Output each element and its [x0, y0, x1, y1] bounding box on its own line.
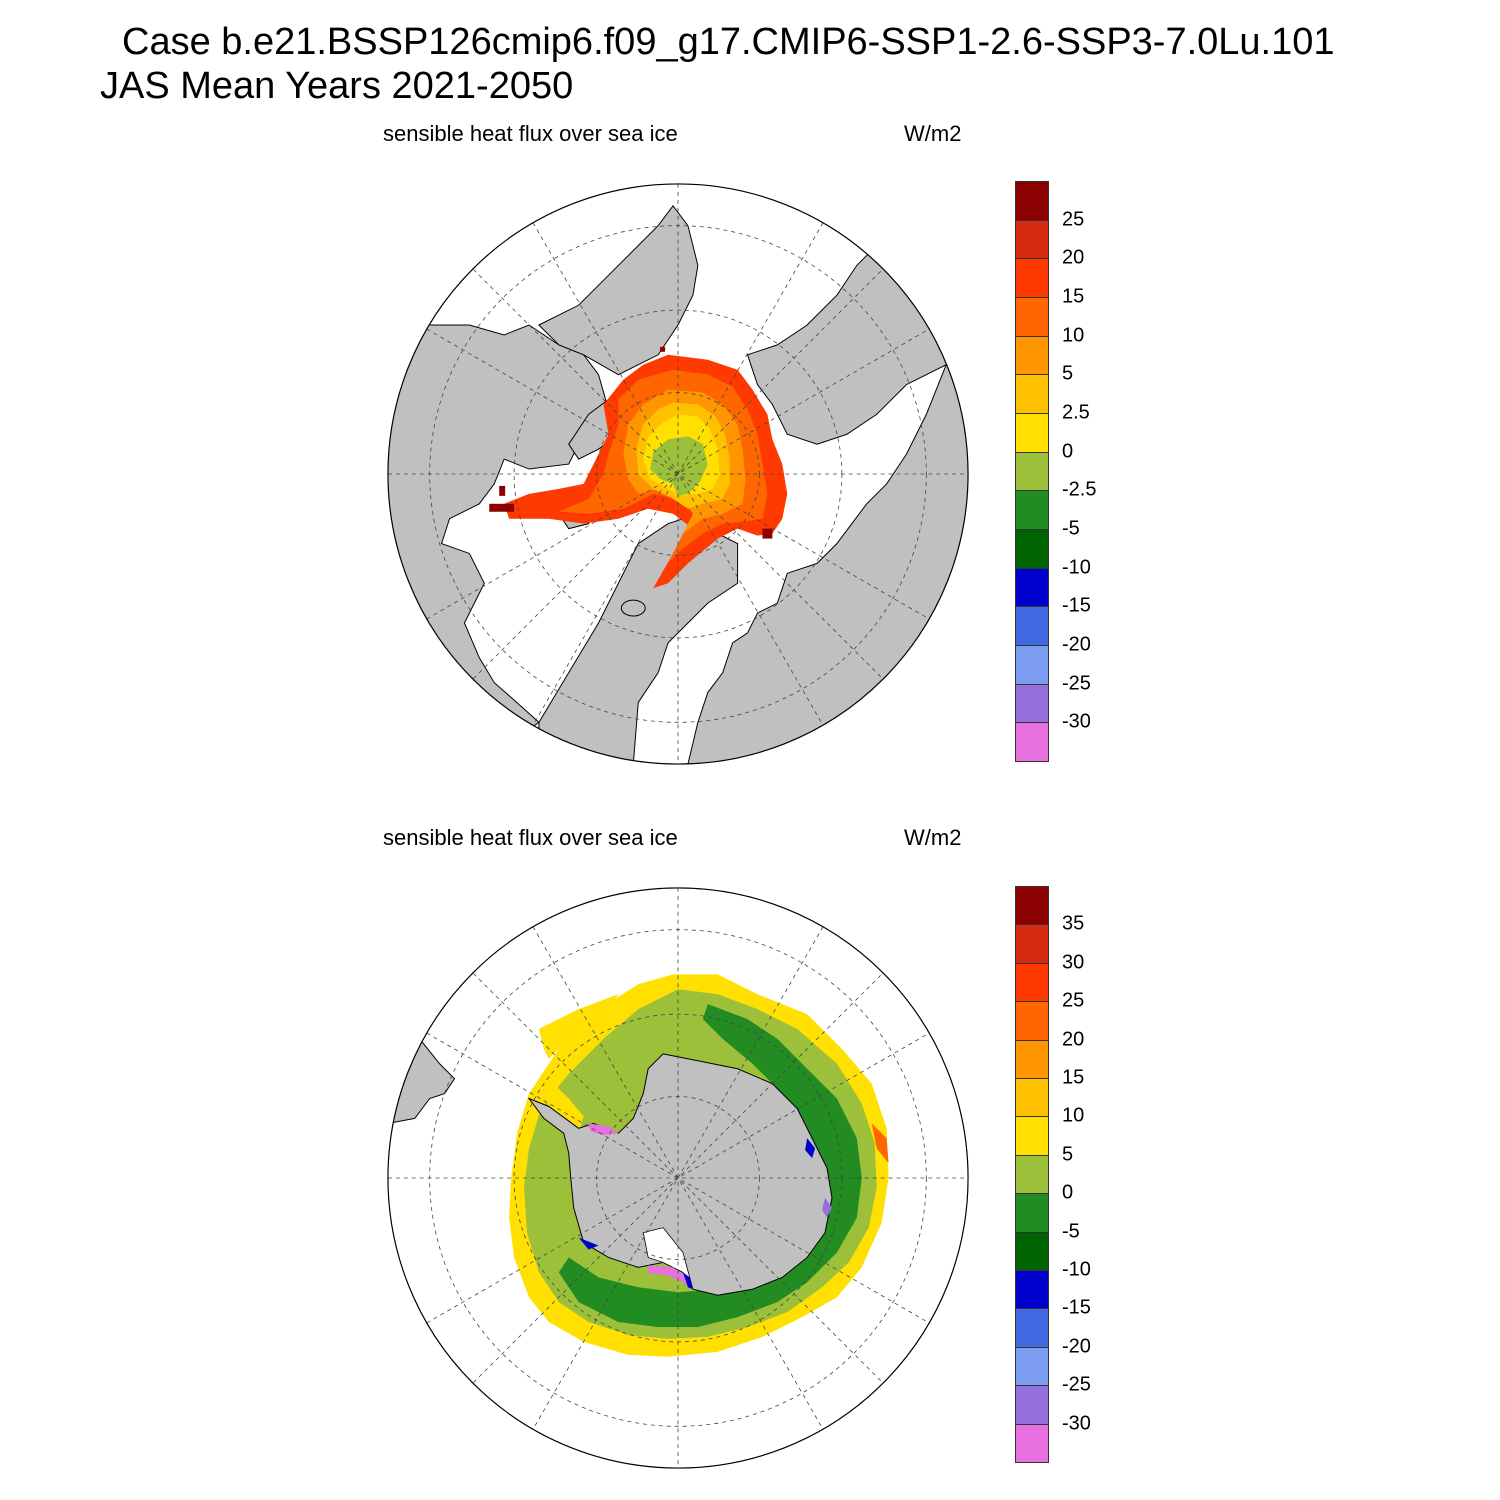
north-polar-map: [387, 183, 969, 765]
south-colorbar-swatch: [1015, 1385, 1049, 1425]
north-colorbar-label: 2.5: [1062, 401, 1090, 424]
north-colorbar-label: 25: [1062, 208, 1085, 231]
south-colorbar-label: -20: [1062, 1335, 1091, 1358]
north-colorbar-swatch: [1015, 451, 1049, 492]
figure-title-period: JAS Mean Years 2021-2050: [100, 65, 574, 107]
south-colorbar-label: 15: [1062, 1066, 1085, 1089]
north-colorbar-swatch: [1015, 219, 1049, 260]
north-ice-field: [489, 346, 788, 589]
south-colorbar-swatch: [1015, 1116, 1049, 1156]
south-colorbar-label: 0: [1062, 1181, 1074, 1204]
north-panel-title: sensible heat flux over sea ice: [383, 121, 678, 146]
south-colorbar-swatch: [1015, 1039, 1049, 1079]
north-colorbar-swatch: [1015, 374, 1049, 414]
south-colorbar-label: 25: [1062, 989, 1085, 1012]
south-colorbar-label: -25: [1062, 1373, 1091, 1396]
north-colorbar-swatch: [1015, 645, 1049, 685]
south-colorbar-label: 5: [1062, 1143, 1074, 1166]
north-colorbar-label: -10: [1062, 556, 1091, 579]
south-colorbar-label: 35: [1062, 912, 1085, 935]
south-colorbar-swatch: [1015, 1193, 1049, 1233]
north-panel-units: W/m2: [904, 121, 962, 146]
antarctica-land: [527, 1053, 833, 1296]
south-panel-units: W/m2: [904, 825, 962, 850]
south-colorbar-swatch: [1015, 1078, 1049, 1118]
north-colorbar-swatch: [1015, 413, 1049, 453]
north-colorbar-swatch: [1015, 181, 1049, 221]
south-graticule: [387, 887, 969, 1469]
north-colorbar-label: -30: [1062, 710, 1091, 733]
south-colorbar-swatch: [1015, 1154, 1049, 1195]
north-colorbar-swatch: [1015, 567, 1049, 608]
north-colorbar-label: 20: [1062, 246, 1085, 269]
north-colorbar-swatch: [1015, 335, 1049, 376]
south-colorbar-swatch: [1015, 1001, 1049, 1041]
north-colorbar-swatch: [1015, 683, 1049, 724]
south-colorbar-swatch: [1015, 1346, 1049, 1387]
south-colorbar-swatch: [1015, 1270, 1049, 1310]
north-colorbar-label: -25: [1062, 672, 1091, 695]
south-colorbar-swatch: [1015, 1423, 1049, 1463]
north-colorbar-swatch: [1015, 258, 1049, 298]
north-colorbar-swatch: [1015, 529, 1049, 569]
south-colorbar-swatch: [1015, 924, 1049, 964]
south-colorbar-label: -15: [1062, 1296, 1091, 1319]
north-colorbar-label: -5: [1062, 517, 1080, 540]
south-colorbar-label: -30: [1062, 1412, 1091, 1435]
north-colorbar-label: -15: [1062, 594, 1091, 617]
north-graticule: [387, 183, 969, 765]
north-colorbar-label: 0: [1062, 440, 1074, 463]
north-colorbar-swatch: [1015, 722, 1049, 762]
north-colorbar-label: -2.5: [1062, 478, 1097, 501]
north-colorbar-label: 15: [1062, 285, 1085, 308]
south-colorbar-label: -5: [1062, 1220, 1080, 1243]
north-colorbar-swatch: [1015, 490, 1049, 530]
south-colorbar-label: 10: [1062, 1104, 1085, 1127]
south-colorbar: 35 30 25 20 15 10 5 0 -5 -10 -15 -20 -25 -30: [1014, 886, 1124, 1463]
north-colorbar-label: 5: [1062, 362, 1074, 385]
south-colorbar-swatch: [1015, 1231, 1049, 1271]
south-colorbar-label: 20: [1062, 1028, 1085, 1051]
south-colorbar-label: 30: [1062, 951, 1085, 974]
south-panel-title: sensible heat flux over sea ice: [383, 825, 678, 850]
south-colorbar-swatch: [1015, 1308, 1049, 1348]
figure-title-case: Case b.e21.BSSP126cmip6.f09_g17.CMIP6-SS…: [122, 21, 1335, 63]
south-colorbar-swatch: [1015, 886, 1049, 926]
north-colorbar-label: 10: [1062, 324, 1085, 347]
north-colorbar: 25 20 15 10 5 2.5 0 -2.5 -5 -10 -15 -20 -25 -30: [1014, 181, 1124, 762]
north-colorbar-swatch: [1015, 297, 1049, 337]
south-colorbar-label: -10: [1062, 1258, 1091, 1281]
south-polar-map: [387, 887, 969, 1469]
north-colorbar-label: -20: [1062, 633, 1091, 656]
north-colorbar-swatch: [1015, 606, 1049, 646]
south-colorbar-swatch: [1015, 962, 1049, 1003]
